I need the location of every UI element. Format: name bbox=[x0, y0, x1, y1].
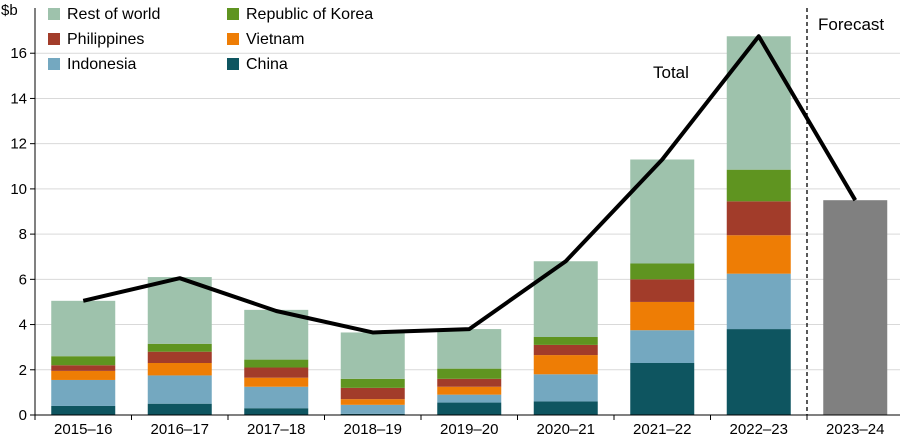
axes bbox=[30, 8, 900, 420]
bar-segment bbox=[244, 408, 309, 415]
bar-segment bbox=[726, 273, 791, 330]
total-line-group bbox=[82, 34, 857, 335]
legend-label: Republic of Korea bbox=[246, 6, 373, 23]
legend-swatch bbox=[48, 33, 60, 45]
bar-segment bbox=[244, 386, 309, 409]
x-tick-label: 2018–19 bbox=[344, 421, 402, 438]
bar-segment bbox=[630, 362, 695, 415]
bar-segment bbox=[533, 355, 598, 375]
bar-segment bbox=[340, 387, 405, 400]
bar-segment bbox=[726, 235, 791, 274]
x-tick-label: 2016–17 bbox=[151, 421, 209, 438]
bar-segment bbox=[147, 403, 212, 415]
bar-segment bbox=[244, 367, 309, 378]
legend-swatch bbox=[48, 58, 60, 70]
bar-segment bbox=[51, 356, 116, 366]
bar-segment bbox=[437, 368, 502, 379]
bar-segment bbox=[533, 374, 598, 402]
x-tick-label: 2019–20 bbox=[440, 421, 498, 438]
bar-segment bbox=[147, 277, 212, 344]
y-tick-label: 6 bbox=[19, 271, 27, 288]
bar-segment bbox=[533, 336, 598, 345]
x-tick-label: 2022–23 bbox=[730, 421, 788, 438]
bar-segment bbox=[244, 359, 309, 368]
bar-segment bbox=[340, 399, 405, 405]
bar-segment bbox=[533, 261, 598, 337]
bar-segment bbox=[726, 36, 791, 170]
legend-label: Vietnam bbox=[246, 31, 304, 48]
x-tick-labels: 2015–16 2016–17 2017–18 2018–19 2019–20 2020–… bbox=[54, 421, 884, 438]
bar-segment bbox=[340, 404, 405, 414]
bars bbox=[51, 36, 888, 415]
bar-segment bbox=[51, 300, 116, 357]
bar-segment bbox=[630, 263, 695, 280]
total-annotation: Total bbox=[653, 63, 689, 82]
y-tick-label: 14 bbox=[10, 90, 27, 107]
bar-segment bbox=[630, 301, 695, 331]
bar-segment bbox=[51, 370, 116, 380]
x-tick-label: 2017–18 bbox=[247, 421, 305, 438]
bar-segment bbox=[630, 330, 695, 363]
bar-segment bbox=[437, 329, 502, 369]
legend-label: China bbox=[246, 56, 288, 73]
bar-segment bbox=[726, 169, 791, 202]
bar-segment bbox=[244, 309, 309, 360]
y-tick-label: 16 bbox=[10, 45, 27, 62]
bar-segment bbox=[244, 377, 309, 387]
y-tick-label: 0 bbox=[19, 407, 27, 424]
x-tick-label: 2020–21 bbox=[537, 421, 595, 438]
bar-segment bbox=[147, 343, 212, 352]
y-tick-label: 12 bbox=[10, 136, 27, 153]
bar-segment bbox=[147, 351, 212, 363]
bar-segment bbox=[726, 201, 791, 236]
legend-label: Indonesia bbox=[67, 56, 136, 73]
forecast-bar bbox=[823, 200, 888, 415]
bar-segment bbox=[147, 362, 212, 376]
legend-swatch bbox=[48, 8, 60, 20]
y-tick-label: 10 bbox=[10, 181, 27, 198]
x-tick-label: 2021–22 bbox=[633, 421, 691, 438]
total-line bbox=[82, 34, 857, 335]
y-tick-label: 4 bbox=[19, 317, 27, 334]
bar-segment bbox=[147, 375, 212, 404]
bar-segment bbox=[437, 402, 502, 415]
bar-segment bbox=[51, 405, 116, 415]
legend-swatch bbox=[227, 33, 239, 45]
legend-swatch bbox=[227, 58, 239, 70]
x-tick-label: 2023–24 bbox=[826, 421, 884, 438]
legend: Rest of world Republic of Korea Philippine… bbox=[48, 6, 373, 73]
legend-label: Rest of world bbox=[67, 6, 160, 23]
bar-segment bbox=[51, 365, 116, 371]
bar-segment bbox=[630, 159, 695, 264]
y-axis-label: $b bbox=[1, 2, 18, 19]
forecast-label: Forecast bbox=[818, 15, 884, 34]
bar-segment bbox=[533, 344, 598, 356]
bar-segment bbox=[533, 401, 598, 415]
bar-segment bbox=[437, 386, 502, 395]
bar-segment bbox=[340, 378, 405, 388]
bar-segment bbox=[437, 394, 502, 403]
bar-segment bbox=[340, 413, 405, 415]
y-tick-labels: 0 2 4 6 8 10 12 14 16 bbox=[10, 45, 27, 424]
bar-segment bbox=[726, 329, 791, 415]
y-tick-label: 8 bbox=[19, 226, 27, 243]
bar-segment bbox=[437, 378, 502, 387]
legend-label: Philippines bbox=[67, 31, 144, 48]
bar-segment bbox=[51, 379, 116, 406]
bar-segment bbox=[630, 279, 695, 302]
legend-swatch bbox=[227, 8, 239, 20]
bar-segment bbox=[340, 332, 405, 379]
y-tick-label: 2 bbox=[19, 362, 27, 379]
x-tick-label: 2015–16 bbox=[54, 421, 112, 438]
